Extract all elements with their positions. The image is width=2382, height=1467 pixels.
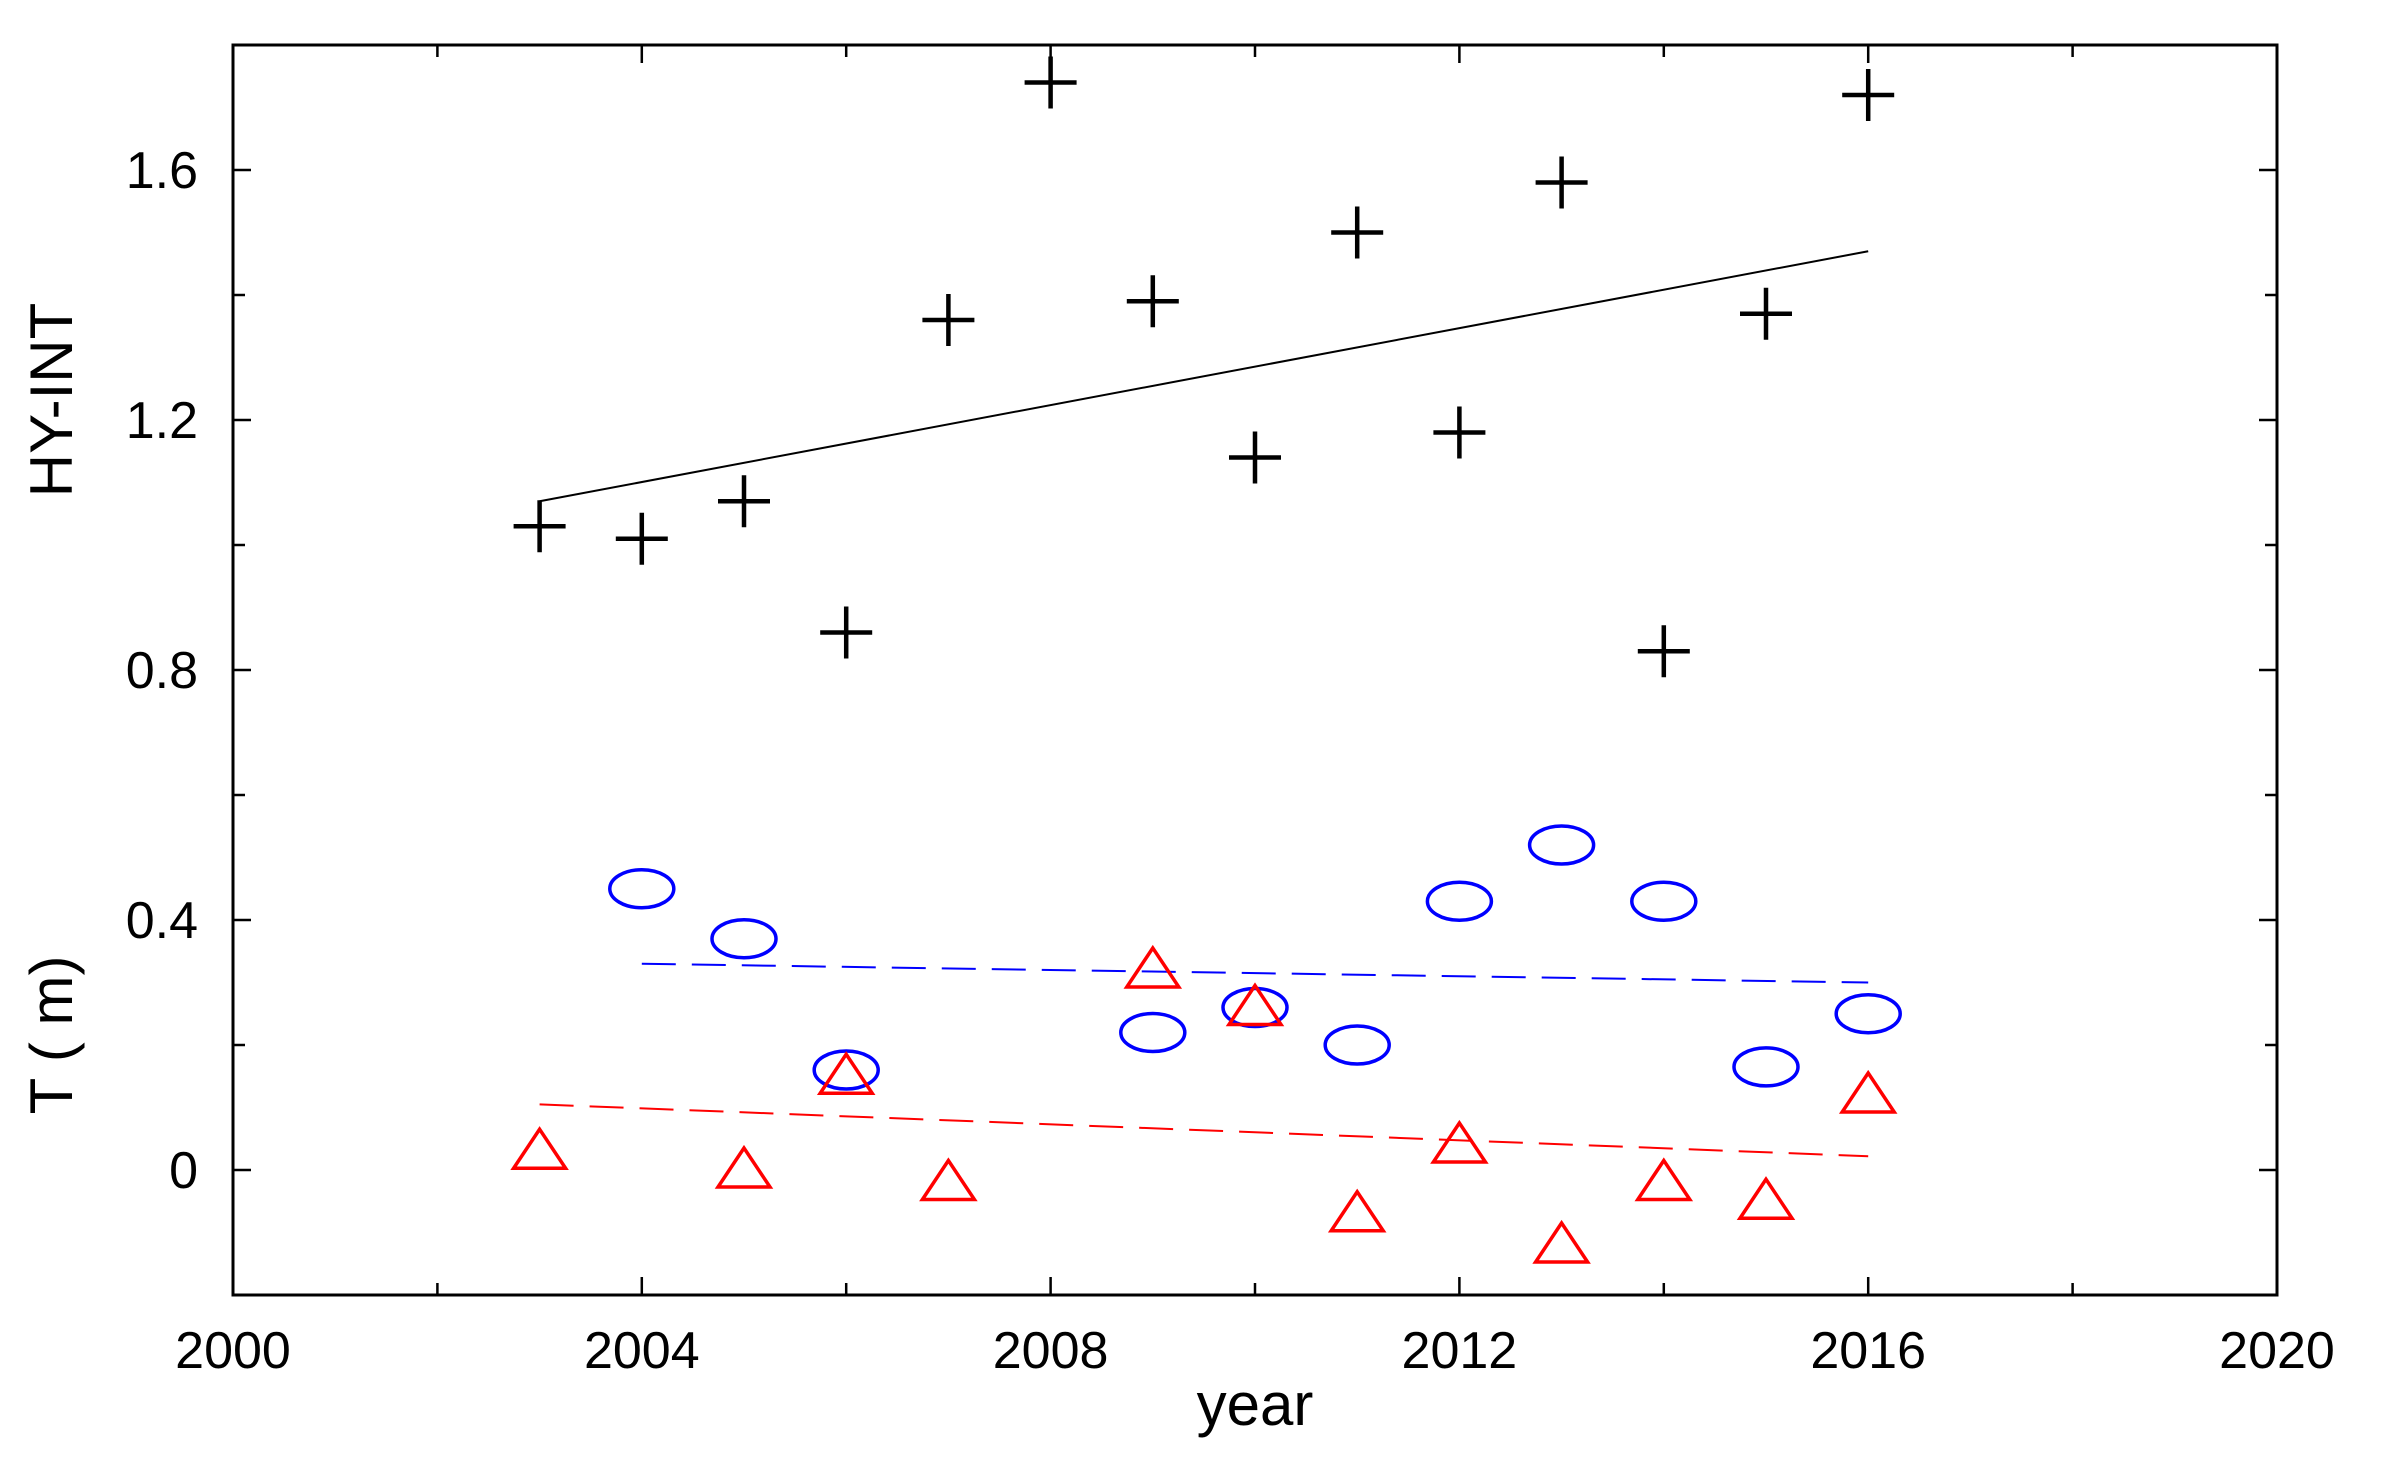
y-tick-label: 1.2: [126, 392, 198, 450]
circle-marker: [1630, 880, 1698, 922]
triangle-marker: [510, 1126, 569, 1170]
plus-marker: [513, 500, 566, 553]
y-tick-label: 1.6: [126, 142, 198, 200]
triangle-trend-line: [539, 1103, 1869, 1158]
triangle-marker: [714, 1144, 774, 1189]
plus-marker: [718, 475, 770, 528]
plus-marker: [820, 606, 873, 659]
circle-marker: [710, 918, 778, 960]
circle-marker: [1527, 824, 1596, 866]
plus-marker: [1535, 156, 1588, 209]
x-tick-label: 2020: [2219, 1322, 2335, 1380]
circle-marker: [608, 868, 676, 910]
plus-marker: [1331, 206, 1384, 259]
circle-trend-line: [641, 962, 1869, 984]
triangle-marker: [1327, 1188, 1387, 1233]
x-tick-label: 2012: [1402, 1322, 1518, 1380]
circle-marker: [1119, 1011, 1187, 1054]
plus-marker: [1842, 69, 1895, 121]
circle-marker: [1323, 1024, 1391, 1066]
plus-marker: [1433, 406, 1486, 459]
plus-marker: [1637, 625, 1690, 678]
triangle-marker: [1225, 982, 1285, 1027]
circle-marker: [812, 1049, 880, 1091]
circle-marker: [1732, 1046, 1800, 1088]
triangle-marker: [1634, 1157, 1694, 1202]
triangle-marker: [816, 1051, 876, 1095]
triangle-marker: [1532, 1219, 1591, 1264]
triangle-marker: [1838, 1069, 1898, 1114]
trend-lines: [539, 250, 1869, 1158]
y-axis-title-upper: HY-INT: [18, 303, 85, 497]
y-axis-title-lower: T ( m): [18, 956, 85, 1115]
x-tick-label: 2008: [993, 1322, 1109, 1380]
circle-marker: [1834, 993, 1902, 1035]
x-tick-label: 2004: [584, 1322, 700, 1380]
plus-marker: [1740, 287, 1792, 340]
triangle-marker: [1430, 1119, 1489, 1164]
plot-frame: [231, 43, 2279, 1297]
x-tick-label: 2016: [1810, 1322, 1926, 1380]
triangle-marker: [919, 1157, 978, 1202]
axis-ticks: [231, 45, 2279, 1297]
y-tick-label: 0: [169, 1142, 198, 1200]
plus-marker: [1229, 431, 1281, 484]
plus-marker: [1024, 56, 1077, 109]
x-tick-label: 2000: [175, 1322, 291, 1380]
triangle-marker: [1736, 1176, 1796, 1220]
circle-marker: [1425, 880, 1494, 922]
plus-trend-line: [539, 250, 1869, 503]
y-tick-label: 0.4: [126, 892, 198, 950]
x-axis-title: year: [1197, 1371, 1314, 1438]
plus-marker: [922, 294, 975, 346]
plus-marker: [1126, 275, 1179, 328]
tick-labels: 2000 2004 2008 2012 2016 2020 0 0.4 0.8 1.2 1.6: [126, 142, 2335, 1380]
y-tick-label: 0.8: [126, 642, 198, 700]
triangle-marker: [1123, 944, 1183, 989]
plus-marker: [615, 512, 668, 565]
data-markers: [510, 56, 1902, 1264]
